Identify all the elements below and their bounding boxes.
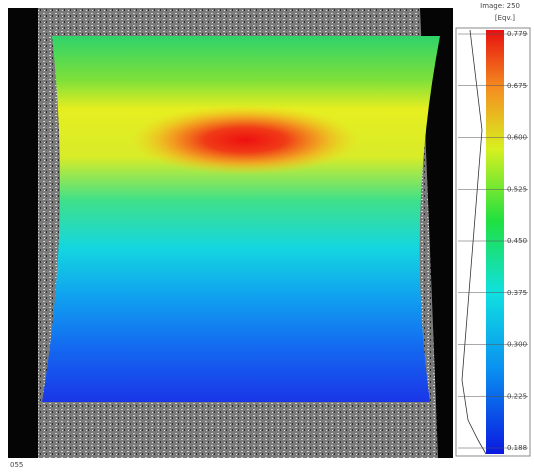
screenshot: Image: 250 [Eqv.] 0.779 0.675 0.600 0.525 0.… — [0, 0, 534, 472]
colorbar-unit: [Eqv.] — [495, 14, 515, 22]
colorbar-label: 0.188 — [507, 444, 527, 452]
colorbar-title: Image: 250 — [480, 2, 520, 10]
left-shadow — [8, 8, 38, 458]
colorbar-label: 0.375 — [507, 289, 527, 297]
colorbar-label: 0.675 — [507, 82, 527, 90]
strain-field — [42, 36, 440, 402]
colorbar-label: 0.779 — [507, 30, 527, 38]
colorbar-label: 0.300 — [507, 341, 527, 349]
colorbar-label: 0.525 — [507, 185, 527, 193]
colorbar-label: 0.450 — [507, 237, 527, 245]
colorbar-label: 0.600 — [507, 134, 527, 142]
page: {"colorbar": {"title": "Image: 250", "un… — [0, 0, 534, 472]
colorbar-label: 0.225 — [507, 392, 527, 400]
footer-label: 055 — [10, 461, 23, 469]
colorbar — [486, 30, 504, 454]
hotspot — [130, 105, 360, 175]
